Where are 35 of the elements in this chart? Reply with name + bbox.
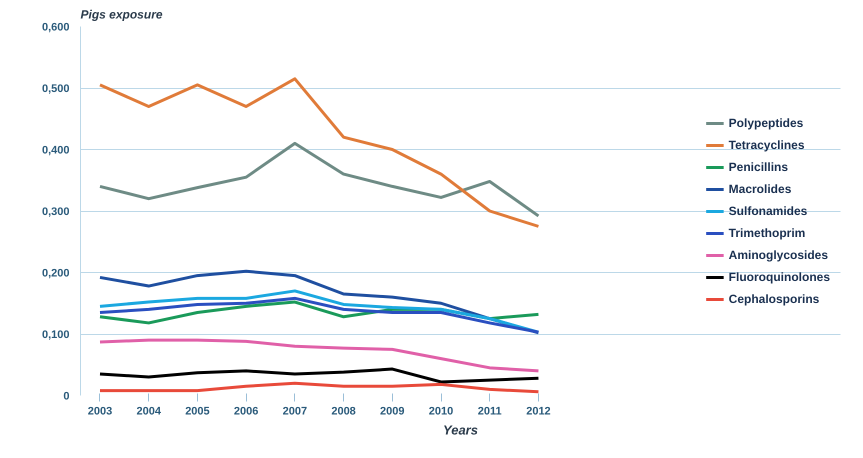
x-tick-label: 2004 xyxy=(136,406,162,418)
x-tick-label: 2005 xyxy=(185,406,210,418)
y-tick-label: 0 xyxy=(63,390,70,402)
y-axis-title: Pigs exposure xyxy=(80,8,163,22)
y-tick-label: 0,200 xyxy=(42,268,70,280)
legend-label: Cephalosporins xyxy=(728,292,820,306)
x-tick-label: 2006 xyxy=(234,406,258,418)
line-series xyxy=(98,296,540,334)
x-tick-label: 2003 xyxy=(88,406,112,418)
x-tick-label: 2008 xyxy=(331,406,356,418)
y-tick-label: 0,300 xyxy=(42,206,70,218)
y-tick-label: 0,500 xyxy=(42,83,70,95)
x-tick-label: 2009 xyxy=(380,406,405,418)
x-tick-label: 2011 xyxy=(478,406,502,418)
legend-label: Tetracyclines xyxy=(728,138,804,152)
x-tick-label: 2012 xyxy=(526,406,551,418)
y-tick-label: 0,100 xyxy=(42,329,70,341)
legend-label: Aminoglycosides xyxy=(728,248,828,262)
line-series xyxy=(98,338,540,372)
legend-label: Polypeptides xyxy=(728,116,804,130)
line-series xyxy=(98,142,540,218)
x-axis-title: Years xyxy=(443,422,478,438)
line-series xyxy=(98,289,540,334)
y-tick-label: 0,400 xyxy=(42,144,70,156)
legend-label: Macrolides xyxy=(728,182,792,196)
line-series xyxy=(98,382,540,394)
legend-label: Penicillins xyxy=(728,160,788,174)
line-series xyxy=(98,77,540,228)
y-tick-label: 0,600 xyxy=(42,22,70,34)
x-tick-label: 2010 xyxy=(428,406,454,418)
legend-label: Fluoroquinolones xyxy=(728,270,830,284)
legend-label: Sulfonamides xyxy=(728,204,808,218)
legend-label: Trimethoprim xyxy=(728,226,806,240)
x-tick-label: 2007 xyxy=(282,406,308,418)
line-series xyxy=(98,368,540,384)
